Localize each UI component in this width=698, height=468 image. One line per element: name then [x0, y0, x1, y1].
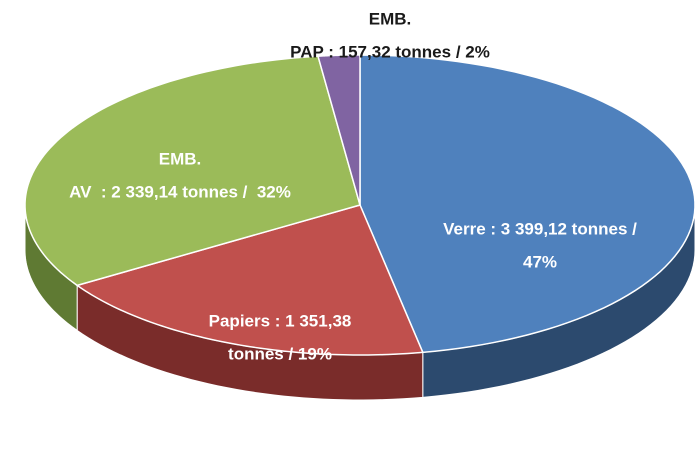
- data-label: AV : 2 339,14 tonnes / 32%: [69, 182, 291, 201]
- pie-slice: [24, 55, 361, 287]
- data-label: tonnes / 19%: [228, 344, 332, 363]
- pie-slice: [317, 54, 361, 206]
- pie-slice: [359, 54, 696, 354]
- data-label: 47%: [523, 252, 557, 271]
- data-label: EMB.: [159, 149, 202, 168]
- data-label: Verre : 3 399,12 tonnes /: [443, 219, 637, 238]
- data-label: Papiers : 1 351,38: [209, 311, 352, 330]
- data-label: EMB.: [369, 9, 412, 28]
- data-label: PAP : 157,32 tonnes / 2%: [290, 42, 490, 61]
- pie-slice: [75, 204, 424, 356]
